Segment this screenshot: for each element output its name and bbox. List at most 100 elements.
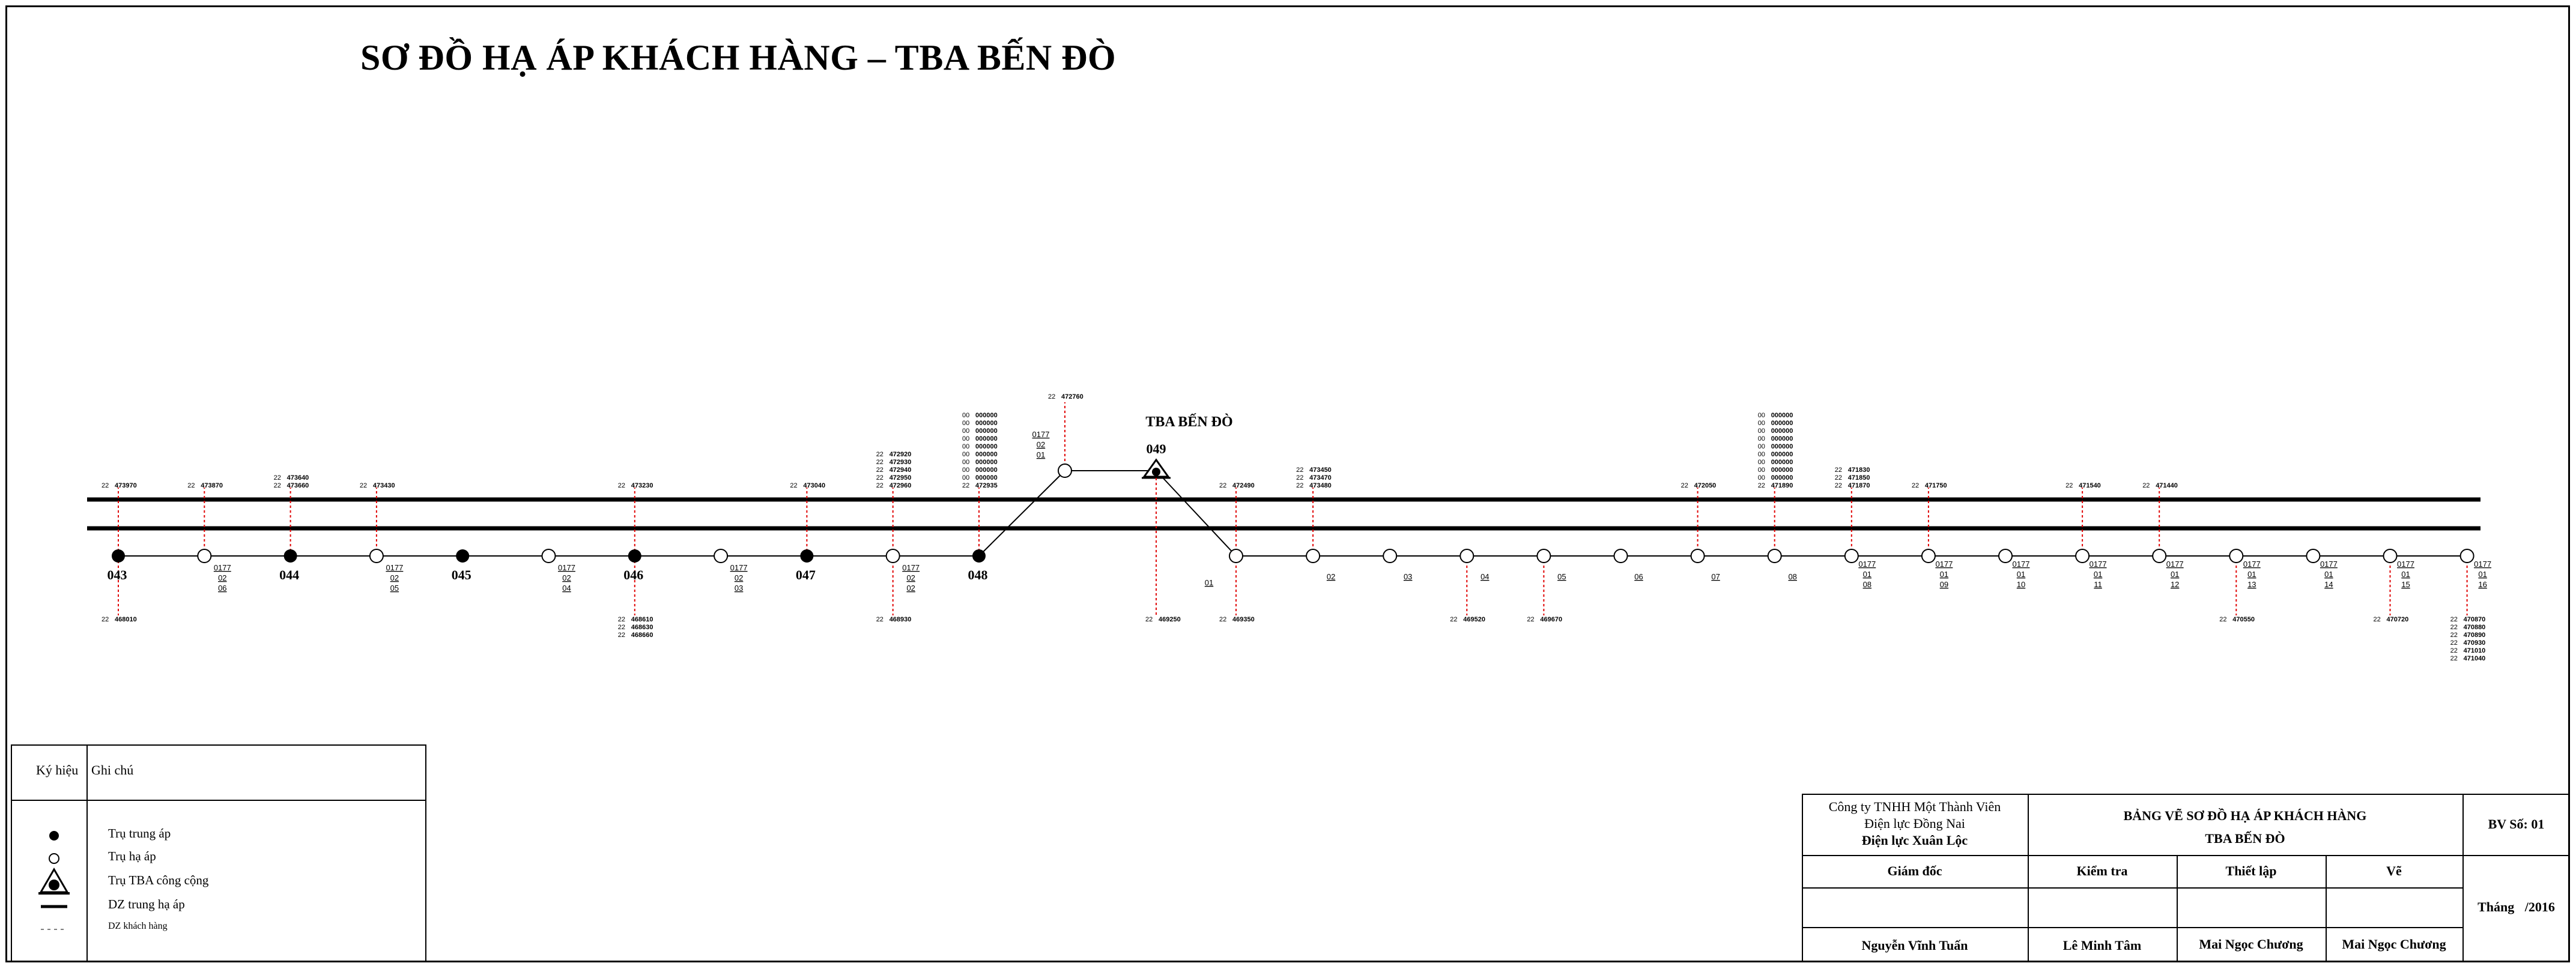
pole-label: 048: [968, 567, 988, 582]
customer-code: 000000: [975, 466, 998, 474]
customer-code: 469520: [1463, 616, 1485, 623]
drawing-title: BẢNG VẼ SƠ ĐỒ HẠ ÁP KHÁCH HÀNG TBA BẾN Đ…: [2123, 808, 2367, 846]
pole-label: 08: [1863, 580, 1871, 589]
customer-code: 472935: [975, 482, 998, 489]
customer-code-prefix: 22: [187, 482, 195, 489]
pole-label: 0177: [1032, 430, 1050, 439]
customer-code: 000000: [975, 443, 998, 450]
lv-pole: [1229, 549, 1243, 563]
customer-code-prefix: 22: [1048, 393, 1055, 400]
customer-code: 472930: [889, 459, 912, 466]
customer-code: 000000: [1771, 459, 1793, 466]
pole-label: 0177: [2090, 560, 2107, 569]
customer-code-prefix: 22: [1145, 616, 1153, 623]
lv-pole: [369, 549, 384, 563]
name-checker: Lê Minh Tâm: [2062, 938, 2142, 953]
customer-code: 471890: [1771, 482, 1793, 489]
pole-label: 0177: [2320, 560, 2338, 569]
pole-label: 0177: [902, 563, 920, 572]
customer-code: 471440: [2156, 482, 2178, 489]
customer-code-prefix: 22: [2450, 639, 2458, 647]
customer-code-prefix: 22: [790, 482, 797, 489]
pole-label: 02: [562, 573, 571, 582]
customer-code-prefix: 00: [962, 427, 969, 435]
lv-pole: [1306, 549, 1321, 563]
pole-label: 01: [1863, 570, 1871, 579]
customer-code: 471850: [1848, 474, 1870, 481]
customer-code-prefix: 00: [962, 443, 969, 450]
customer-code: 000000: [1771, 451, 1793, 458]
customer-code-prefix: 00: [1758, 466, 1765, 474]
customer-code: 470550: [2232, 616, 2255, 623]
customer-code-prefix: 00: [962, 420, 969, 427]
customer-code-prefix: 22: [274, 474, 281, 481]
customer-code: 000000: [1771, 466, 1793, 474]
lv-pole: [1690, 549, 1705, 563]
name-director: Nguyễn Vĩnh Tuấn: [1861, 938, 1968, 953]
customer-code-prefix: 22: [1681, 482, 1688, 489]
pole-label: 03: [1404, 572, 1412, 581]
mv-pole: [628, 549, 641, 563]
pole-label: 0177: [2397, 560, 2414, 569]
customer-code: 473970: [115, 482, 137, 489]
lv-pole: [1613, 549, 1628, 563]
legend-col-note: Ghi chú: [91, 762, 134, 777]
customer-code: 468660: [631, 632, 653, 639]
pole-label: 06: [218, 584, 226, 593]
pole-label: 05: [1557, 572, 1566, 581]
pole-label: 15: [2401, 580, 2410, 589]
lv-pole: [2229, 549, 2244, 563]
drawing-frame: [5, 5, 2570, 962]
customer-code-prefix: 22: [962, 482, 969, 489]
customer-code-prefix: 22: [1912, 482, 1919, 489]
pole-label: 0177: [1858, 560, 1876, 569]
mv-pole: [972, 549, 986, 563]
open-circle-icon: [49, 853, 59, 864]
pole-label: 04: [1480, 572, 1489, 581]
customer-code-prefix: 22: [2450, 632, 2458, 639]
customer-code: 468610: [631, 616, 653, 623]
title-block: Công ty TNHH Một Thành Viên Điện lực Đồn…: [1802, 794, 2570, 962]
customer-code: 473660: [287, 482, 309, 489]
customer-code-prefix: 00: [1758, 443, 1765, 450]
customer-code: 000000: [975, 412, 998, 419]
pole-label: 01: [2017, 570, 2025, 579]
customer-code: 468930: [889, 616, 912, 623]
customer-code: 469250: [1159, 616, 1181, 623]
customer-code-prefix: 22: [876, 616, 883, 623]
sheet-number: BV Số: 01: [2488, 817, 2545, 832]
pole-label: 10: [2017, 580, 2025, 589]
pole-label: 07: [1711, 572, 1720, 581]
customer-code-prefix: 22: [1758, 482, 1765, 489]
station-icon: [38, 868, 70, 895]
pole-label: 01: [1037, 450, 1045, 459]
lv-pole: [1998, 549, 2013, 563]
pole-label: 045: [452, 567, 471, 582]
thick-line-icon: [41, 905, 67, 908]
customer-code-prefix: 22: [1219, 616, 1226, 623]
mv-pole: [800, 549, 814, 563]
name-drafter: Mai Ngọc Chương: [2342, 937, 2446, 952]
customer-code-prefix: 22: [876, 474, 883, 481]
customer-code-prefix: 22: [618, 482, 625, 489]
customer-code: 472960: [889, 482, 912, 489]
lv-pole: [2152, 549, 2167, 563]
station-number: 049: [1147, 441, 1166, 456]
customer-code-prefix: 00: [962, 451, 969, 458]
customer-code: 473870: [201, 482, 223, 489]
lv-pole: [1767, 549, 1782, 563]
pole-label: 0177: [214, 563, 231, 572]
customer-code: 471870: [1848, 482, 1870, 489]
customer-code-prefix: 22: [2374, 616, 2381, 623]
customer-code-prefix: 22: [1219, 482, 1226, 489]
customer-code-prefix: 22: [618, 624, 625, 631]
customer-code: 472940: [889, 466, 912, 474]
customer-code-prefix: 00: [1758, 459, 1765, 466]
customer-code: 470890: [2464, 632, 2486, 639]
customer-code-prefix: 22: [2065, 482, 2073, 489]
role-checker: Kiểm tra: [2076, 863, 2128, 878]
pole-label: 0177: [1935, 560, 1953, 569]
customer-code-prefix: 22: [102, 616, 109, 623]
pole-label: 0177: [2243, 560, 2261, 569]
legend-item-label: Trụ TBA công cộng: [108, 873, 209, 887]
